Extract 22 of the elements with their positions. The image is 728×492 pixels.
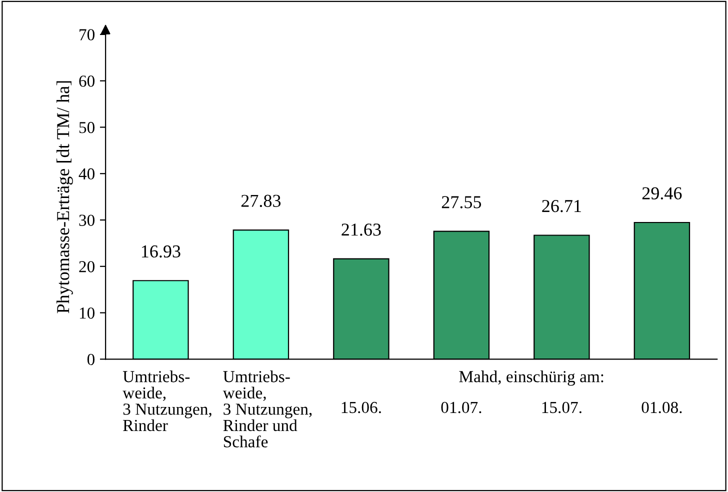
y-tick-label: 60 <box>79 76 95 87</box>
data-label: 16.93 <box>142 245 180 258</box>
x-tick-label: Umtriebs- weide, 3 Nutzungen, Rinder und Schafe <box>222 370 312 448</box>
x-tick-label: 01.08. <box>642 402 682 414</box>
x-tick-label: 01.07. <box>441 402 482 414</box>
data-label: 27.83 <box>241 194 281 208</box>
x-tick-label: 15.07. <box>542 402 582 414</box>
y-tick-label: 20 <box>79 261 95 272</box>
y-tick-label: 70 <box>80 29 95 40</box>
y-tick-label: 40 <box>78 168 95 180</box>
x-tick-label: 15.06. <box>342 402 381 414</box>
y-tick-label: 50 <box>79 122 95 134</box>
data-label: 26.71 <box>542 200 581 212</box>
x-tick-label: Umtriebs- weide, 3 Nutzungen, Rinder <box>122 370 212 432</box>
y-tick-label: 0 <box>87 354 95 366</box>
data-label: 29.46 <box>642 187 682 200</box>
y-tick-label: 10 <box>80 307 95 319</box>
data-label: 27.55 <box>442 196 482 208</box>
text: Mahd, einschürig am: <box>459 370 604 386</box>
data-label: 21.63 <box>342 224 381 236</box>
y-axis-title: Phytomasse-Erträge [dt TM/ ha] <box>56 81 73 314</box>
y-tick-label: 30 <box>79 214 95 226</box>
